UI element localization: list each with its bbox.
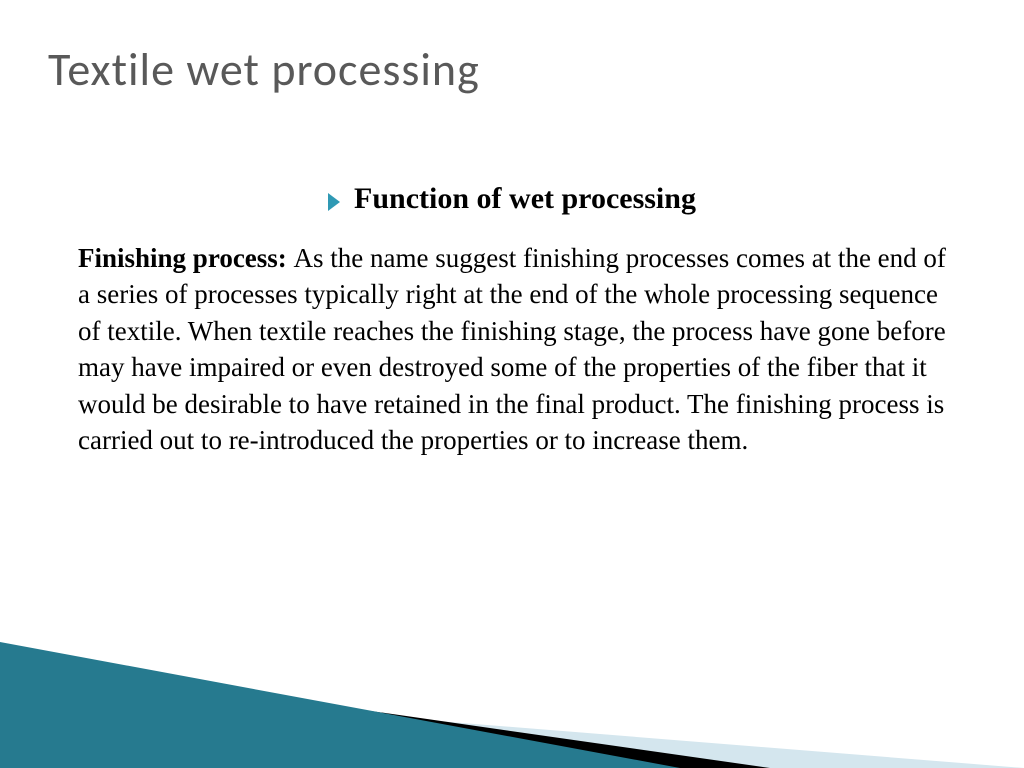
decor-black-triangle — [0, 658, 770, 768]
decor-teal-triangle — [0, 642, 680, 768]
slide-subtitle: Function of wet processing — [354, 182, 696, 216]
corner-decoration — [0, 608, 1024, 768]
subtitle-row: Function of wet processing — [0, 182, 1024, 216]
bullet-arrow-icon — [328, 193, 340, 211]
slide-title: Textile wet processing — [48, 42, 480, 98]
body-paragraph: Finishing process: As the name suggest f… — [78, 240, 964, 459]
decor-light-triangle — [0, 686, 1024, 768]
body-lead-bold: Finishing process: — [78, 243, 294, 273]
slide: Textile wet processing Function of wet p… — [0, 0, 1024, 768]
body-text: As the name suggest finishing processes … — [78, 243, 946, 455]
